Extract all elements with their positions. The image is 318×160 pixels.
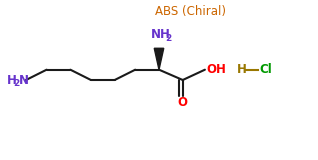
Polygon shape [154,48,164,70]
Text: H: H [237,63,246,76]
Text: ABS (Chiral): ABS (Chiral) [155,5,226,18]
Text: 2: 2 [165,34,172,43]
Text: NH: NH [151,28,171,41]
Text: O: O [178,96,188,109]
Text: Cl: Cl [260,63,273,76]
Text: H: H [7,73,17,87]
Text: N: N [19,73,29,87]
Text: OH: OH [206,63,226,76]
Text: 2: 2 [13,80,20,88]
